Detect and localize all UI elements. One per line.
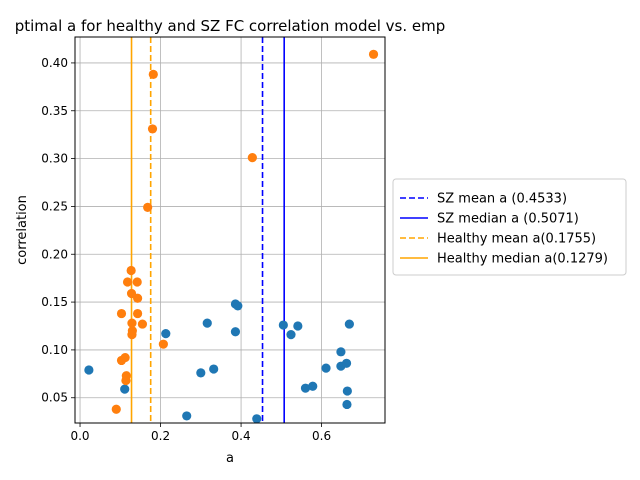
legend-label: Healthy median a(0.1279) <box>437 252 608 267</box>
y-tick-label: 0.25 <box>41 199 68 213</box>
y-axis-label: correlation <box>15 195 30 265</box>
scatter-point <box>127 318 137 328</box>
scatter-point <box>148 69 158 80</box>
scatter-point <box>133 293 143 303</box>
scatter-point <box>286 330 296 340</box>
scatter-point <box>158 339 168 349</box>
scatter-point <box>133 308 143 319</box>
legend-label: Healthy mean a(0.1755) <box>437 232 596 247</box>
x-tick-label: 0.0 <box>70 429 89 443</box>
scatter-point <box>126 265 136 276</box>
scatter-point <box>342 386 352 396</box>
scatter-point <box>247 153 257 163</box>
scatter-point <box>121 371 131 381</box>
scatter-point <box>143 202 153 212</box>
scatter-point <box>161 329 171 339</box>
scatter-point <box>293 321 303 331</box>
scatter-point <box>209 364 219 374</box>
y-tick-label: 0.30 <box>41 152 68 166</box>
scatter-point <box>111 404 121 414</box>
x-tick-label: 0.2 <box>151 429 170 443</box>
y-tick-label: 0.35 <box>41 104 68 118</box>
scatter-point <box>84 365 94 375</box>
x-axis-label: a <box>226 451 234 466</box>
legend-box <box>392 178 627 276</box>
scatter-point <box>341 358 352 368</box>
legend: SZ mean a (0.4533) SZ median a (0.5071) He… <box>392 178 627 276</box>
scatter-point <box>147 124 158 134</box>
scatter-point <box>137 319 148 329</box>
y-tick-label: 0.20 <box>41 247 68 261</box>
scatter-point <box>300 383 311 393</box>
scatter-point <box>182 411 192 421</box>
scatter-point <box>120 352 130 363</box>
x-tick-label: 0.6 <box>312 429 331 443</box>
y-tick-label: 0.05 <box>41 391 68 405</box>
x-tick-label: 0.4 <box>232 429 251 443</box>
scatter-point <box>120 384 130 394</box>
y-axis-ticks: 0.05 0.10 0.15 0.20 0.25 0.30 0.35 0.40 <box>41 56 75 405</box>
legend-label: SZ mean a (0.4533) <box>437 192 567 207</box>
scatter-point <box>230 327 241 337</box>
scatter-point <box>202 318 212 328</box>
x-axis-ticks: 0.0 0.2 0.4 0.6 <box>70 423 331 443</box>
scatter-point <box>116 308 127 319</box>
chart-title: ptimal a for healthy and SZ FC correlati… <box>15 17 446 35</box>
scatter-point <box>252 414 262 424</box>
scatter-point <box>344 319 354 329</box>
scatter-point <box>196 368 206 378</box>
scatter-point <box>308 381 318 391</box>
scatter-point <box>127 330 137 340</box>
scatter-points <box>84 49 379 424</box>
scatter-point <box>122 277 133 287</box>
scatter-point <box>233 301 243 311</box>
scatter-point <box>368 49 379 59</box>
y-tick-label: 0.10 <box>41 343 68 357</box>
legend-label: SZ median a (0.5071) <box>437 212 579 227</box>
scatter-point <box>278 320 288 330</box>
scatter-point <box>336 347 346 357</box>
scatter-point <box>321 363 331 373</box>
reference-lines <box>130 37 285 423</box>
grid-lines <box>75 37 385 423</box>
scatter-point <box>132 277 142 287</box>
scatter-point <box>342 399 352 410</box>
plot-frame <box>74 36 386 424</box>
y-tick-label: 0.15 <box>41 295 68 309</box>
y-tick-label: 0.40 <box>41 56 68 70</box>
